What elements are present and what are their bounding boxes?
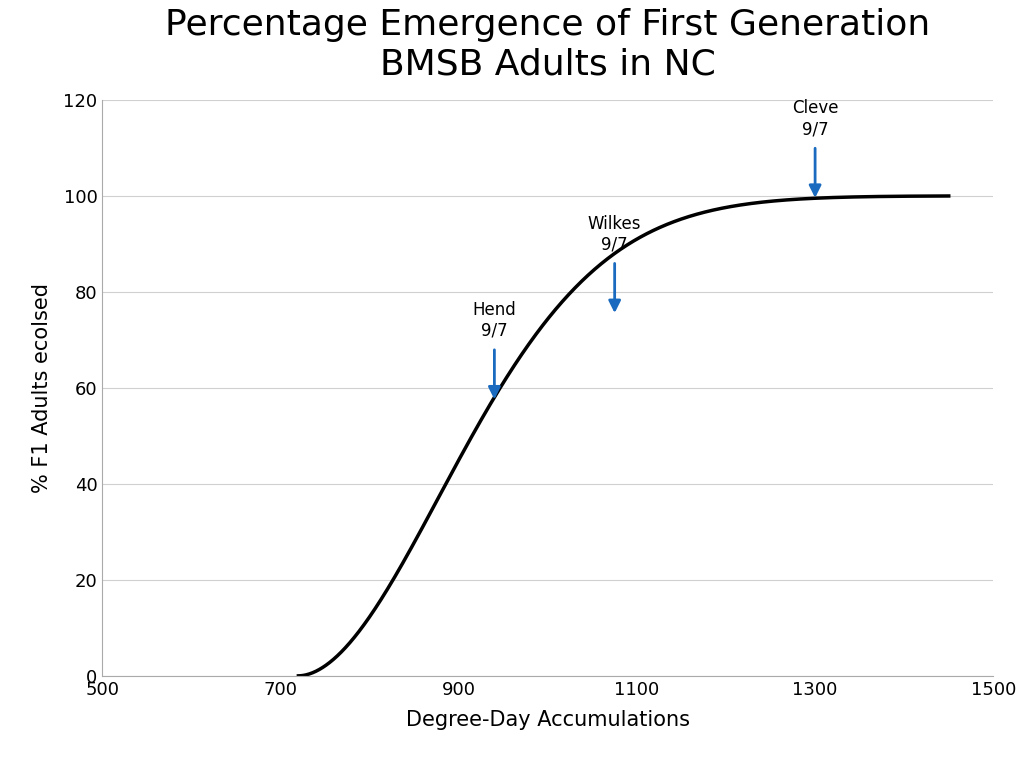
Y-axis label: % F1 Adults ecolsed: % F1 Adults ecolsed	[33, 283, 52, 493]
Text: Cleve
9/7: Cleve 9/7	[792, 99, 839, 138]
X-axis label: Degree-Day Accumulations: Degree-Day Accumulations	[406, 710, 690, 730]
Text: Wilkes
9/7: Wilkes 9/7	[588, 214, 641, 253]
Text: Hend
9/7: Hend 9/7	[472, 301, 516, 340]
Title: Percentage Emergence of First Generation
BMSB Adults in NC: Percentage Emergence of First Generation…	[165, 8, 931, 82]
